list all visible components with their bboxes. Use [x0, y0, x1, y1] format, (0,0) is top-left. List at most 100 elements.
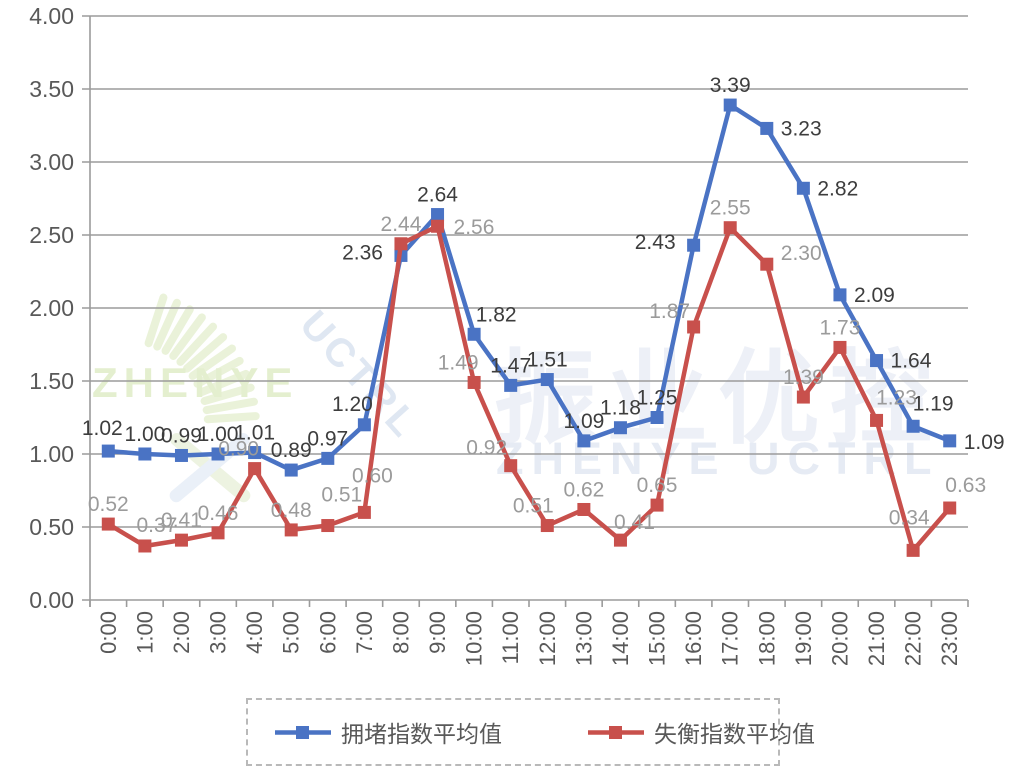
x-axis-tick-label: 9:00 — [425, 611, 450, 654]
congestion-marker — [613, 421, 627, 435]
congestion-marker — [540, 373, 554, 387]
watermark-fan-stripe-icon — [144, 293, 168, 348]
data-label-congestion: 1.25 — [637, 387, 678, 410]
congestion-marker — [577, 434, 591, 448]
data-label-imbalance: 0.62 — [563, 478, 604, 501]
x-axis-tick-label: 11:00 — [498, 611, 523, 664]
imbalance-marker — [138, 539, 152, 553]
imbalance-marker — [504, 459, 518, 473]
data-label-congestion: 1.09 — [964, 431, 1005, 454]
watermark-fan-stripe-icon — [203, 412, 260, 424]
imbalance-marker — [174, 533, 188, 547]
x-axis-tick-label: 5:00 — [279, 611, 304, 654]
data-label-imbalance: 1.39 — [783, 366, 824, 389]
x-axis-tick-label: 1:00 — [132, 611, 157, 654]
data-label-congestion: 3.39 — [710, 74, 751, 97]
data-label-congestion: 1.20 — [332, 393, 373, 416]
y-axis-tick-label: 0.00 — [29, 587, 74, 613]
imbalance-marker — [796, 390, 810, 404]
imbalance-marker — [870, 413, 884, 427]
legend-item-congestion: 拥堵指数平均值 — [275, 715, 502, 749]
imbalance-marker — [833, 340, 847, 354]
data-label-imbalance: 0.63 — [945, 474, 986, 497]
imbalance-marker — [431, 219, 445, 233]
data-label-congestion: 0.97 — [307, 427, 348, 450]
y-axis-tick-label: 2.00 — [29, 295, 74, 321]
y-axis-tick-label: 3.00 — [29, 149, 74, 175]
congestion-marker — [174, 448, 188, 462]
data-label-imbalance: 2.30 — [781, 242, 822, 265]
imbalance-marker — [577, 502, 591, 516]
congestion-marker — [284, 463, 298, 477]
imbalance-marker — [211, 526, 225, 540]
x-axis-tick-label: 3:00 — [206, 611, 231, 654]
y-axis-tick-label: 4.00 — [29, 3, 74, 29]
x-axis-tick-label: 22:00 — [901, 611, 926, 666]
data-label-imbalance: 0.48 — [271, 499, 312, 522]
watermark-brand-left: ZHENYE — [92, 359, 298, 406]
y-axis-tick-label: 1.50 — [29, 368, 74, 394]
imbalance-marker — [540, 519, 554, 533]
imbalance-line — [106, 223, 952, 553]
x-axis-tick-label: 18:00 — [754, 611, 779, 666]
data-label-congestion: 1.01 — [234, 422, 275, 445]
x-axis-tick-label: 10:00 — [462, 611, 487, 666]
congestion-marker — [211, 447, 225, 461]
data-label-congestion: 2.09 — [854, 284, 895, 307]
x-axis-tick-label: 7:00 — [352, 611, 377, 654]
imbalance-marker — [101, 517, 115, 531]
watermark-brand-cn: 振业优控 — [494, 342, 942, 456]
data-label-imbalance: 0.90 — [218, 438, 259, 461]
watermark-fan-stripe-icon — [197, 369, 250, 397]
congestion-marker — [467, 327, 481, 341]
congestion-marker — [248, 446, 262, 460]
data-label-imbalance: 0.92 — [466, 437, 507, 460]
axes: 0.00 0.50 1.00 1.50 2.00 2.50 3.00 3.50 4.00 0:00… — [29, 3, 969, 666]
x-axis-tick-label: 8:00 — [388, 611, 413, 654]
data-label-congestion: 3.23 — [781, 117, 822, 140]
imbalance-marker — [650, 498, 664, 512]
data-label-imbalance: 0.51 — [513, 495, 554, 518]
watermark-fan-stripe-icon — [182, 333, 228, 373]
x-axis-tick-label: 21:00 — [864, 611, 889, 666]
congestion-marker — [650, 411, 664, 424]
data-label-imbalance: 0.34 — [889, 506, 930, 529]
data-label-congestion: 1.51 — [527, 349, 568, 372]
x-axis-tick-label: 13:00 — [571, 611, 596, 666]
watermark-fan-stripe-icon — [202, 397, 258, 415]
data-label-congestion: 2.43 — [635, 231, 676, 254]
x-axis-tick-label: 2:00 — [169, 611, 194, 654]
imbalance-marker — [723, 221, 737, 235]
data-label-imbalance: 0.60 — [352, 464, 393, 487]
x-axis-tick-label: 20:00 — [827, 611, 852, 666]
legend-marker-imbalance-icon — [588, 725, 644, 739]
watermark-fan-stripe-icon — [176, 322, 218, 366]
data-label-imbalance: 0.52 — [88, 493, 129, 516]
x-axis-tick-label: 23:00 — [937, 611, 962, 666]
data-label-imbalance: 0.65 — [637, 474, 678, 497]
data-label-imbalance: 2.55 — [710, 197, 751, 220]
x-axis-tick-label: 15:00 — [645, 611, 670, 666]
x-axis-tick-label: 12:00 — [535, 611, 560, 666]
congestion-marker — [906, 419, 920, 433]
imbalance-marker — [687, 320, 701, 334]
congestion-marker — [431, 208, 445, 222]
imbalance-marker — [906, 543, 920, 557]
congestion-marker — [870, 354, 884, 368]
y-axis-tick-label: 3.50 — [29, 76, 74, 102]
legend-label-congestion: 拥堵指数平均值 — [341, 721, 502, 747]
imbalance-marker — [394, 237, 408, 251]
data-label-imbalance: 1.23 — [876, 386, 917, 409]
x-axis-tick-label: 14:00 — [608, 611, 633, 666]
imbalance-marker — [321, 519, 335, 533]
data-label-imbalance: 0.41 — [161, 509, 202, 532]
data-label-imbalance: 0.37 — [136, 514, 177, 537]
legend-label-imbalance: 失衡指数平均值 — [654, 721, 815, 747]
congestion-marker — [943, 434, 957, 448]
imbalance-marker — [467, 375, 481, 389]
congestion-marker — [357, 418, 371, 432]
data-label-congestion: 2.82 — [817, 177, 858, 200]
watermark-fan-stripe-icon — [169, 313, 206, 360]
data-label-congestion: 1.19 — [913, 392, 954, 415]
